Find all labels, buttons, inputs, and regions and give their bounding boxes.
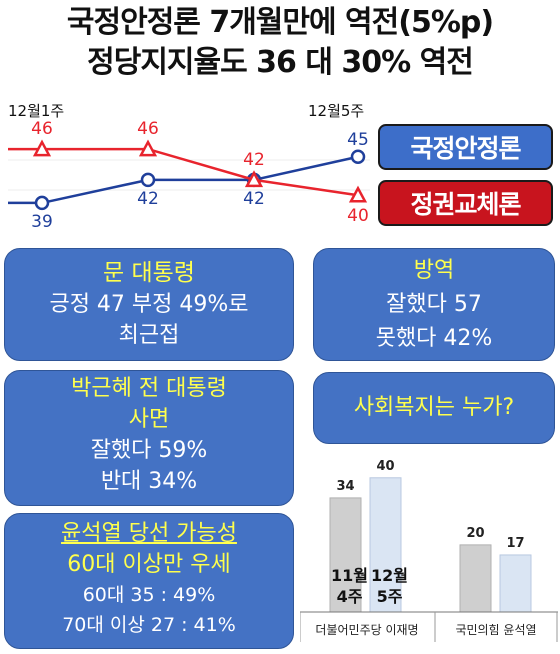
park-headline2: 사면	[128, 407, 170, 432]
yoon-card: 윤석열 당선 가능성 60대 이상만 우세 60대 35 : 49% 70대 이…	[4, 513, 294, 649]
blue-data-label: 45	[347, 130, 369, 150]
welfare-bar	[369, 477, 402, 613]
blue-data-label: 42	[137, 189, 159, 209]
blue-series-line	[8, 155, 359, 205]
series-label: 11월	[331, 566, 368, 585]
welfare-bar	[459, 544, 492, 613]
welfare-bar-label: 34	[336, 479, 354, 494]
blue-point	[34, 195, 50, 211]
yoon-headline2: 60대 이상만 우세	[67, 552, 231, 577]
blue-point	[350, 149, 366, 165]
week-label-start: 12월1주	[8, 102, 65, 120]
red-series-line	[8, 147, 359, 197]
red-data-label: 40	[347, 206, 369, 226]
headline-subtitle: 정당지지율도 36 대 30% 역전	[87, 45, 474, 80]
red-data-label: 46	[137, 119, 159, 139]
yoon-line4: 70대 이상 27 : 41%	[62, 614, 236, 636]
welfare-bar	[499, 554, 532, 613]
category-label: 더불어민주당 이재명	[315, 623, 418, 637]
park-headline1: 박근혜 전 대통령	[71, 376, 227, 401]
red-data-label: 42	[243, 150, 265, 170]
covid-headline: 방역	[413, 258, 455, 283]
blue-point	[140, 172, 156, 188]
welfare-bar-label: 20	[466, 526, 484, 541]
welfare-question-card: 사회복지는 누가?	[313, 372, 555, 444]
red-point	[348, 185, 368, 203]
park-pardon-card: 박근혜 전 대통령 사면 잘했다 59% 반대 34%	[4, 370, 294, 506]
yoon-headline1: 윤석열 당선 가능성	[61, 521, 237, 546]
covid-line3: 못했다 42%	[375, 326, 493, 351]
red-point	[138, 139, 158, 157]
headline-title: 국정안정론 7개월만에 역전(5%p)	[66, 5, 494, 40]
moon-line3: 최근접	[118, 323, 180, 348]
red-data-label: 46	[31, 119, 53, 139]
welfare-question: 사회복지는 누가?	[353, 395, 515, 420]
trend-line-chart: 39 42 42 45 46 46 42 40	[8, 119, 370, 232]
red-point	[32, 139, 52, 157]
park-line4: 반대 34%	[100, 469, 198, 494]
series-label: 5주	[377, 587, 403, 606]
moon-approval-card: 문 대통령 긍정 47 부정 49%로 최근접	[4, 248, 294, 361]
park-line3: 잘했다 59%	[90, 438, 208, 463]
legend-red-pill: 정권교체론	[378, 180, 553, 226]
covid-card: 방역 잘했다 57 못했다 42%	[313, 248, 555, 361]
series-label: 12월	[371, 566, 408, 585]
category-label: 국민의힘 윤석열	[455, 623, 536, 637]
series-label: 4주	[337, 587, 363, 606]
moon-headline: 문 대통령	[103, 260, 195, 286]
moon-line2: 긍정 47 부정 49%로	[49, 292, 249, 317]
legend-blue-pill: 국정안정론	[378, 124, 553, 170]
red-point	[244, 170, 264, 188]
blue-data-label: 39	[31, 212, 53, 232]
welfare-bar-label: 17	[506, 536, 524, 551]
welfare-bar-label: 40	[376, 459, 394, 474]
week-label-end: 12월5주	[308, 102, 365, 120]
covid-line2: 잘했다 57	[386, 292, 482, 317]
blue-data-label: 42	[243, 189, 265, 209]
yoon-line3: 60대 35 : 49%	[82, 584, 216, 606]
